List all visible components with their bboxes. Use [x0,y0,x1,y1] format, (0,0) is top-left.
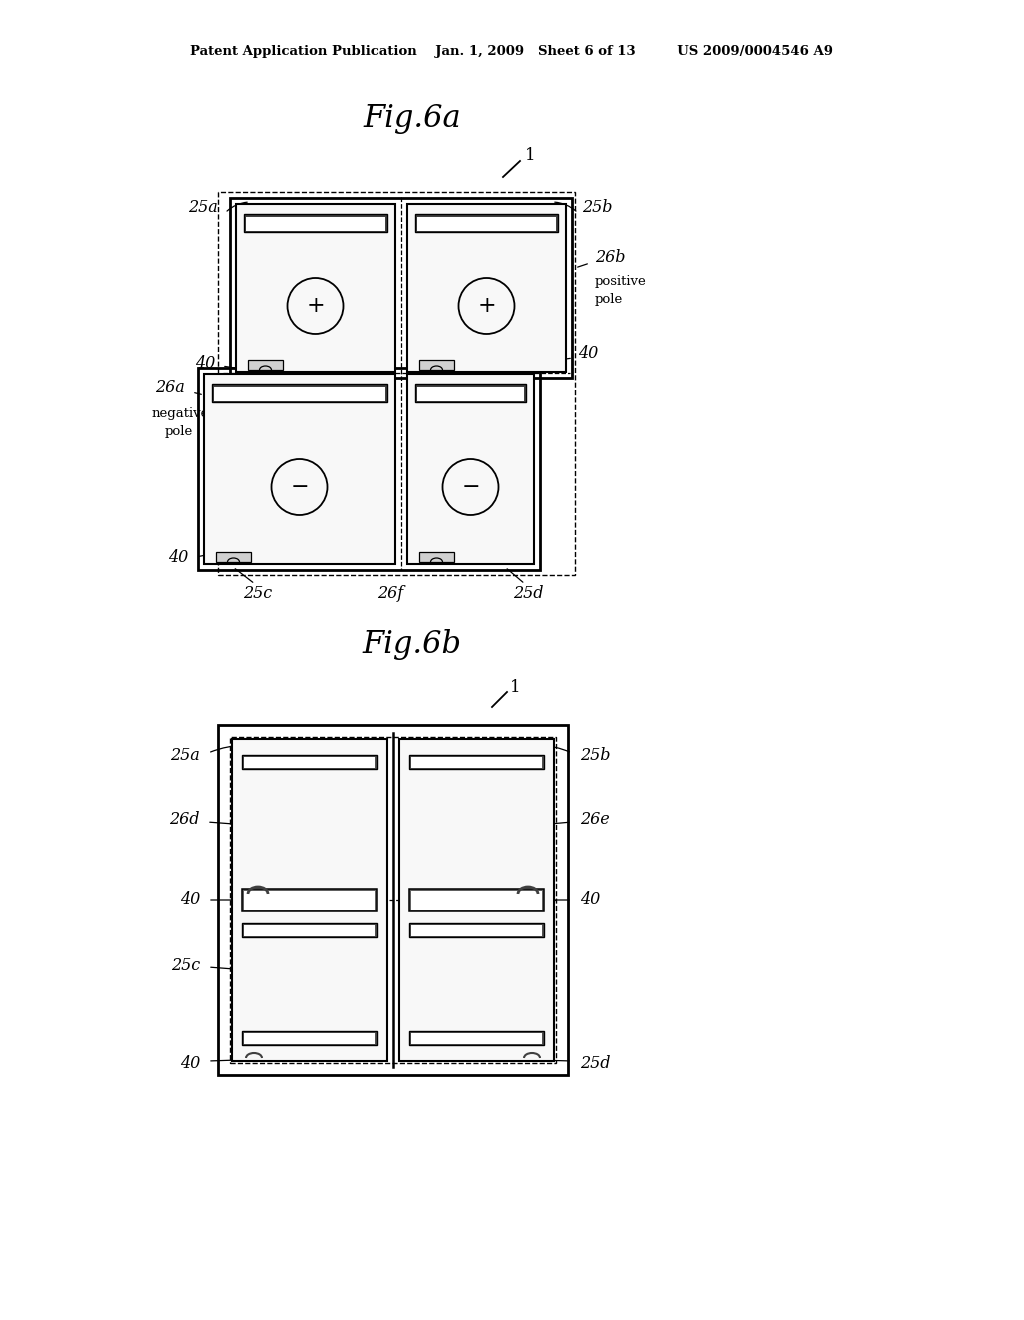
Text: negative: negative [152,407,209,420]
Text: Fig.6a: Fig.6a [364,103,461,133]
Text: 25b: 25b [580,747,610,763]
Bar [236,205,395,372]
Bar [242,888,377,911]
Bar [399,739,554,1061]
Text: 40: 40 [195,355,215,371]
Text: 26d: 26d [170,812,200,829]
Text: −: − [461,477,480,498]
Bar [409,1031,544,1045]
Bar [214,387,385,401]
Text: 40: 40 [180,891,200,908]
Text: 40: 40 [168,549,188,565]
Text: +: + [477,294,496,317]
Text: pole: pole [595,293,624,306]
Bar [230,737,556,1063]
Text: 1: 1 [525,147,536,164]
Bar [411,925,542,936]
Text: 25d: 25d [513,585,544,602]
Bar [218,725,568,1074]
Bar [407,374,534,564]
Bar [244,756,375,768]
Bar [419,360,454,370]
Text: 26e: 26e [580,812,609,829]
Bar [216,552,251,562]
Bar [407,205,566,372]
Bar [230,198,572,378]
Bar [417,216,556,231]
Text: pole: pole [165,425,194,438]
Text: positive: positive [595,276,647,289]
Text: 40: 40 [580,891,600,908]
Bar [415,384,526,403]
Bar [419,552,454,562]
Text: Patent Application Publication    Jan. 1, 2009   Sheet 6 of 13         US 2009/0: Patent Application Publication Jan. 1, 2… [190,45,834,58]
Text: −: − [290,477,309,498]
Text: 25d: 25d [580,1055,610,1072]
Text: 25a: 25a [188,199,218,216]
Text: 25c: 25c [171,957,200,974]
Bar [411,1034,542,1044]
Bar [409,888,544,911]
Bar [244,214,387,232]
Text: 25b: 25b [582,199,612,216]
Bar [409,755,544,770]
Text: 40: 40 [578,346,598,363]
Text: 26f: 26f [377,585,403,602]
Text: 26a: 26a [156,380,185,396]
Bar [242,923,377,937]
Bar [411,891,542,909]
Bar [248,360,283,370]
Bar [212,384,387,403]
Bar [244,925,375,936]
Bar [242,755,377,770]
Text: 40: 40 [180,1055,200,1072]
Bar [244,1034,375,1044]
Bar [232,739,387,1061]
Text: Fig.6b: Fig.6b [362,630,462,660]
Bar [246,216,385,231]
Bar [204,374,395,564]
Bar [242,1031,377,1045]
Text: 25c: 25c [244,585,272,602]
Bar [244,891,375,909]
Bar [198,368,540,570]
Text: 26b: 26b [595,249,626,267]
Bar [411,756,542,768]
Bar [409,923,544,937]
Text: +: + [306,294,325,317]
Text: 25a: 25a [170,747,200,763]
Bar [218,191,575,576]
Bar [415,214,558,232]
Bar [417,387,524,401]
Text: 1: 1 [510,678,520,696]
